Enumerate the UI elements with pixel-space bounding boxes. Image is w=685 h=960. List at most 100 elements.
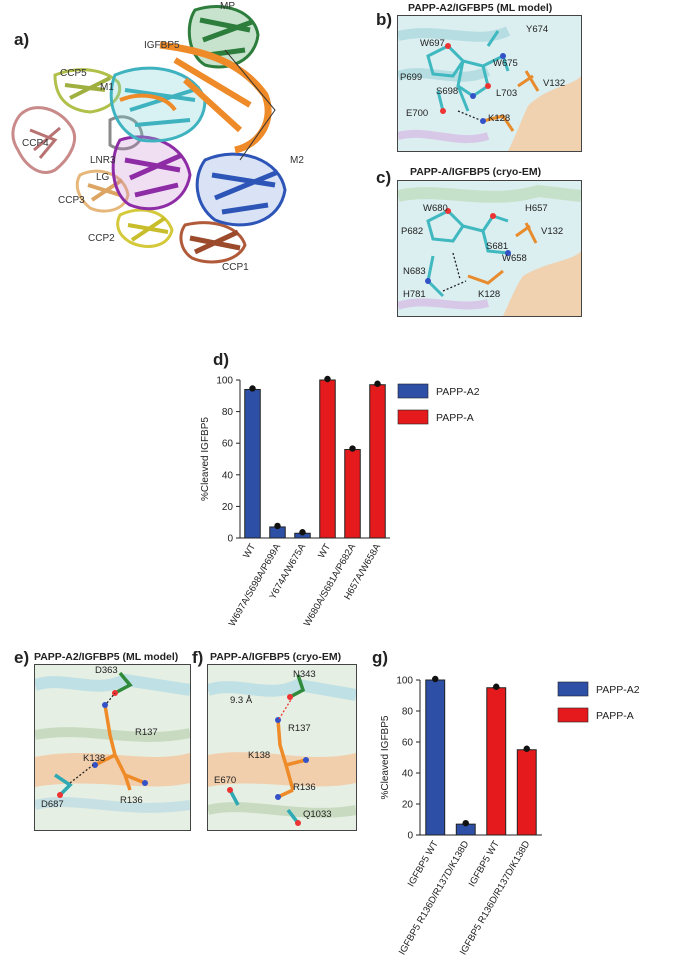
bar — [344, 449, 361, 539]
x-tick-label: IGFBP5 R136D/R137D/K138D — [458, 839, 533, 957]
res-k138: K138 — [248, 750, 271, 761]
panel-b-title: PAPP-A2/IGFBP5 (ML model) — [408, 2, 553, 14]
res-r136: R136 — [120, 795, 143, 806]
res-k138: K138 — [83, 753, 106, 764]
res-r136: R136 — [293, 782, 316, 793]
label-ccp1: CCP1 — [222, 262, 249, 273]
panel-f-letter: f) — [192, 648, 204, 667]
res-r137: R137 — [288, 723, 311, 734]
data-point — [324, 375, 331, 383]
label-ccp3: CCP3 — [58, 195, 85, 206]
data-point — [462, 819, 469, 827]
label-m1: M1 — [100, 82, 114, 93]
res-s698: S698 — [436, 86, 459, 97]
panel-g-letter: g) — [372, 648, 389, 667]
panel-d-letter: d) — [213, 350, 230, 369]
res-l703: L703 — [496, 88, 518, 99]
y-tick-label: 100 — [216, 376, 233, 387]
y-tick-label: 80 — [402, 707, 414, 718]
res-s681: S681 — [486, 241, 509, 252]
res-dist: 9.3 Å — [230, 695, 253, 706]
x-tick-label: WT — [316, 542, 333, 560]
bar — [516, 749, 537, 836]
data-point — [432, 675, 439, 683]
panel-a-structure — [11, 5, 287, 264]
y-tick-label: 20 — [222, 502, 234, 513]
y-tick-label: 40 — [222, 470, 234, 481]
panel-e-letter: e) — [14, 648, 30, 667]
res-q1033: Q1033 — [303, 809, 332, 820]
res-k128: K128 — [478, 289, 501, 300]
legend-label: PAPP-A2 — [436, 386, 480, 398]
label-lg: LG — [96, 172, 110, 183]
y-tick-label: 0 — [407, 831, 413, 842]
x-tick-label: IGFBP5 WT — [406, 839, 441, 889]
y-tick-label: 80 — [222, 407, 234, 418]
legend-swatch — [557, 681, 589, 697]
label-ccp2: CCP2 — [88, 233, 115, 244]
y-tick-label: 0 — [227, 534, 233, 545]
bar — [244, 388, 261, 539]
res-y674: Y674 — [526, 24, 549, 35]
res-v132: V132 — [543, 78, 566, 89]
x-tick-label: IGFBP5 WT — [467, 839, 502, 889]
label-igfbp5: IGFBP5 — [144, 40, 180, 51]
res-w658: W658 — [502, 253, 527, 264]
label-lnr3: LNR3 — [90, 155, 116, 166]
data-point — [523, 745, 530, 752]
legend-swatch — [557, 707, 589, 723]
panel-b-frame: W697 Y674 W675 P699 S698 L703 V132 E700 … — [397, 15, 582, 152]
panel-a-letter: a) — [14, 30, 30, 49]
panel-c-frame: W680 H657 P682 V132 S681 W658 N683 H781 … — [397, 180, 582, 317]
res-h781: H781 — [403, 289, 426, 300]
data-point — [249, 385, 256, 392]
res-p699: P699 — [400, 72, 423, 83]
bar — [319, 379, 336, 539]
legend-label: PAPP-A2 — [596, 684, 640, 696]
res-h657: H657 — [525, 203, 548, 214]
y-tick-label: 100 — [396, 676, 413, 687]
res-r137: R137 — [135, 727, 158, 738]
panel-c-letter: c) — [376, 168, 392, 187]
panel-e-title: PAPP-A2/IGFBP5 (ML model) — [34, 651, 179, 663]
bar — [486, 687, 507, 836]
x-tick-label: WT — [241, 542, 258, 560]
res-n683: N683 — [403, 266, 426, 277]
res-w675: W675 — [493, 58, 518, 69]
data-point — [349, 445, 356, 452]
label-m2: M2 — [290, 155, 304, 166]
label-ccp5: CCP5 — [60, 68, 87, 79]
legend-label: PAPP-A — [596, 710, 634, 722]
panel-f-title: PAPP-A/IGFBP5 (cryo-EM) — [210, 651, 342, 663]
bar — [369, 384, 386, 539]
res-w697: W697 — [420, 38, 445, 49]
panel-b-letter: b) — [376, 10, 393, 29]
y-tick-label: 20 — [402, 800, 414, 811]
res-e670: E670 — [214, 775, 237, 786]
data-point — [374, 380, 381, 387]
res-n343: N343 — [293, 669, 316, 680]
legend-label: PAPP-A — [436, 412, 474, 424]
x-tick-label: IGFBP5 R136D/R137D/K138D — [397, 839, 472, 957]
legend-swatch — [397, 409, 429, 425]
res-v132: V132 — [541, 226, 564, 237]
data-point — [493, 683, 500, 690]
y-tick-label: 40 — [402, 769, 414, 780]
res-p682: P682 — [401, 226, 424, 237]
y-tick-label: 60 — [402, 738, 414, 749]
label-mp: MP — [220, 1, 235, 12]
label-ccp4: CCP4 — [22, 138, 49, 149]
panel-c-title: PAPP-A/IGFBP5 (cryo-EM) — [410, 166, 542, 178]
panel-f-frame: N343 9.3 Å R137 K138 E670 R136 Q1033 — [207, 664, 357, 831]
bar — [425, 679, 446, 836]
y-axis-label: %Cleaved IGFBP5 — [200, 417, 211, 501]
data-point — [299, 529, 306, 536]
data-point — [274, 522, 281, 530]
res-d363: D363 — [95, 665, 118, 676]
legend-swatch — [397, 383, 429, 399]
res-e700: E700 — [406, 108, 429, 119]
y-axis-label: %Cleaved IGFBP5 — [380, 715, 391, 799]
res-k128: K128 — [488, 113, 511, 124]
res-w680: W680 — [423, 203, 448, 214]
